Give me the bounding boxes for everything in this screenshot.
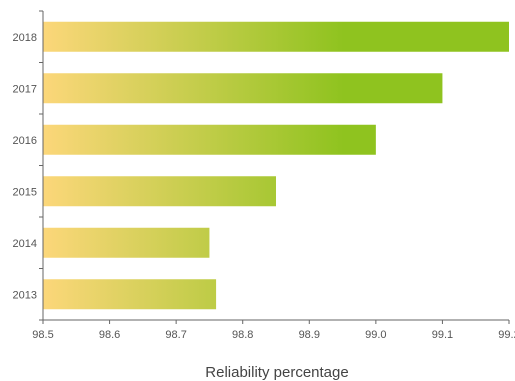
y-tick-label-2015: 2015 (13, 186, 37, 198)
bar-2014 (43, 227, 210, 258)
bar-2013 (43, 279, 217, 310)
x-axis-title: Reliability percentage (205, 364, 348, 381)
y-tick-label-2016: 2016 (13, 135, 37, 147)
y-tick-label-2018: 2018 (13, 32, 37, 44)
x-tick-label-98.7: 98.7 (165, 329, 186, 341)
bars (43, 21, 509, 310)
y-tick-label-2014: 2014 (13, 238, 37, 250)
bar-2017 (43, 73, 443, 104)
bar-2018 (43, 21, 509, 52)
y-tick-label-2013: 2013 (13, 289, 37, 301)
bar-2015 (43, 176, 276, 207)
x-tick-label-99.2: 99.2 (498, 329, 515, 341)
y-tick-label-2017: 2017 (13, 83, 37, 95)
x-tick-label-99.0: 99.0 (365, 329, 386, 341)
x-tick-label-98.8: 98.8 (232, 329, 253, 341)
bar-2016 (43, 124, 376, 155)
x-axis: 98.5 98.6 98.7 98.8 98.9 99.0 99.1 99.2 (32, 319, 515, 341)
y-axis: 2018 2017 2016 2015 2014 2013 (13, 10, 44, 321)
x-tick-label-98.6: 98.6 (99, 329, 120, 341)
x-tick-label-98.5: 98.5 (32, 329, 53, 341)
x-tick-label-99.1: 99.1 (432, 329, 453, 341)
x-tick-label-98.9: 98.9 (299, 329, 320, 341)
